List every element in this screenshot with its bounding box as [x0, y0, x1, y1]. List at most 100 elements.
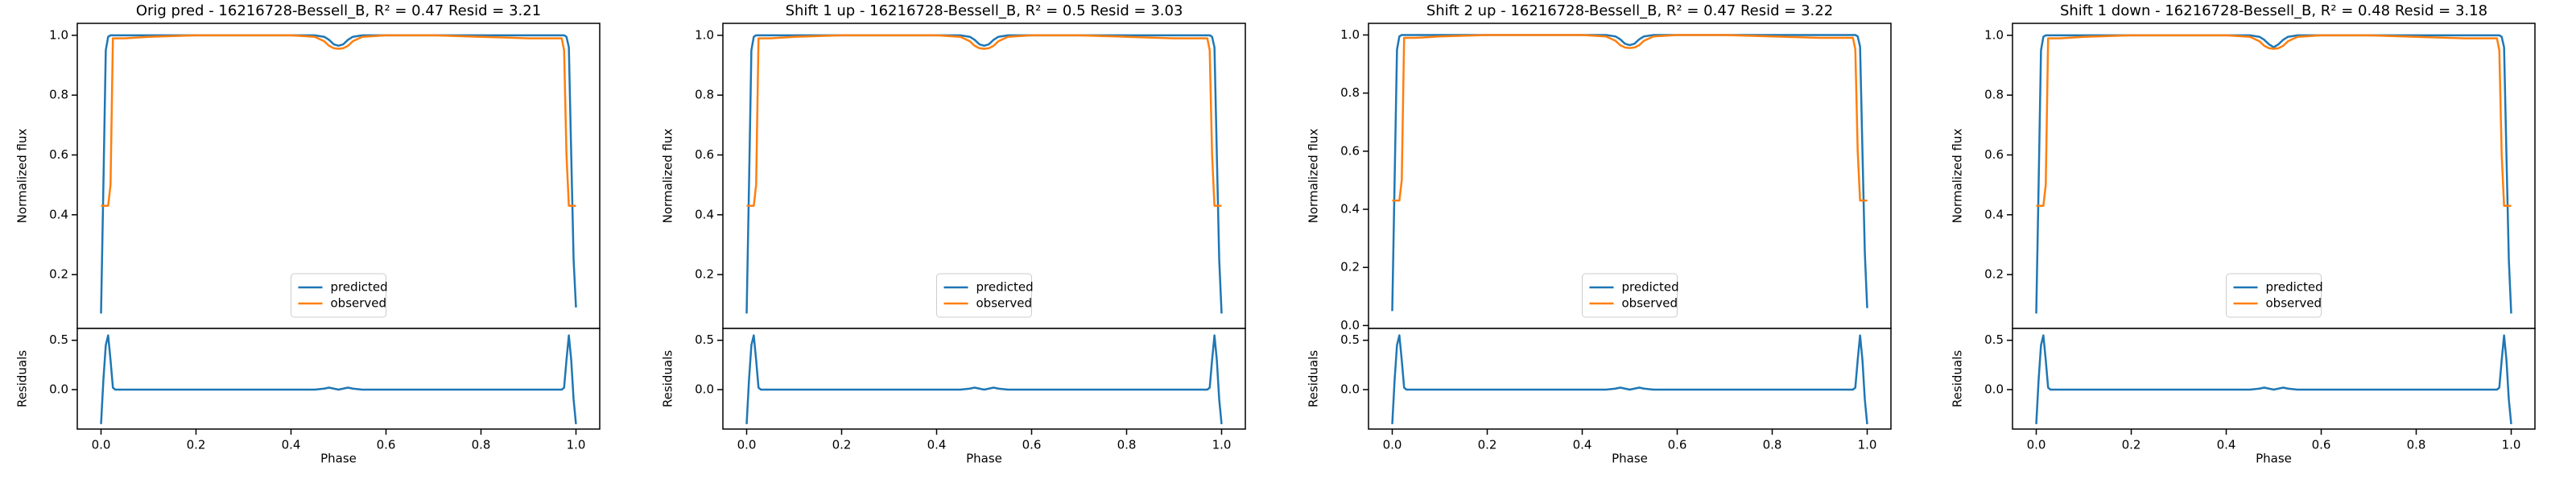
y-tick-label: 0.4	[1984, 207, 2004, 221]
x-tick-label: 1.0	[1212, 438, 1232, 452]
y-tick-label: 0.4	[49, 207, 68, 221]
x-tick-label: 0.6	[1668, 438, 1687, 452]
data-line	[1392, 34, 1868, 202]
x-axis-label: Phase	[966, 452, 1002, 466]
x-tick-label: 0.0	[2027, 438, 2046, 452]
chart-title: Orig pred - 16216728-Bessell_B, R² = 0.4…	[136, 2, 541, 19]
y-axis-label: Residuals	[1307, 350, 1321, 407]
y-tick-label: 0.5	[1340, 332, 1360, 347]
legend-label: predicted	[1622, 280, 1679, 295]
y-tick-label: 0.0	[1340, 382, 1360, 396]
x-tick-label: 1.0	[2502, 438, 2521, 452]
y-tick-label: 1.0	[695, 27, 714, 42]
legend-label: observed	[331, 296, 387, 311]
x-tick-label: 0.8	[1763, 438, 1782, 452]
data-line	[2035, 334, 2512, 424]
axes-frame	[2012, 328, 2536, 430]
y-tick-label: 0.2	[1984, 267, 2004, 282]
y-tick-label: 0.2	[49, 267, 68, 282]
y-tick-label: 0.8	[49, 88, 68, 102]
y-tick-label: 0.5	[49, 332, 68, 347]
y-tick-label: 0.6	[49, 147, 68, 162]
y-tick-label: 0.8	[1340, 85, 1360, 100]
y-tick-label: 1.0	[49, 27, 68, 42]
y-tick-label: 0.5	[1984, 332, 2004, 347]
axes-frame	[722, 328, 1246, 430]
data-line	[1391, 34, 1868, 312]
data-line	[746, 34, 1222, 207]
x-tick-label: 0.4	[282, 438, 301, 452]
axes-frame	[1368, 328, 1892, 430]
y-tick-label: 0.0	[1984, 382, 2004, 396]
x-tick-label: 0.8	[1117, 438, 1137, 452]
y-tick-label: 0.8	[1984, 88, 2004, 102]
y-axis-label: Normalized flux	[661, 129, 675, 224]
y-tick-label: 1.0	[1340, 27, 1360, 42]
x-tick-label: 1.0	[1858, 438, 1877, 452]
data-line	[2035, 34, 2512, 314]
x-tick-label: 0.0	[92, 438, 111, 452]
data-line	[745, 34, 1223, 314]
y-tick-label: 0.0	[695, 382, 714, 396]
y-tick-label: 0.2	[1340, 260, 1360, 275]
x-tick-label: 0.0	[1383, 438, 1402, 452]
axes-background	[77, 328, 600, 429]
legend-box	[2226, 273, 2322, 318]
x-axis-label: Phase	[1612, 452, 1648, 466]
axes-background	[2013, 328, 2535, 429]
legend-label: observed	[1622, 296, 1678, 311]
legend-label: observed	[2266, 296, 2322, 311]
y-tick-label: 0.0	[49, 382, 68, 396]
legend-box	[1582, 273, 1678, 318]
x-tick-label: 0.6	[1022, 438, 1042, 452]
axes-background	[723, 328, 1245, 429]
y-tick-label: 0.6	[695, 147, 714, 162]
axes-frame	[76, 328, 601, 430]
legend-box	[936, 273, 1032, 318]
chart-title: Shift 2 up - 16216728-Bessell_B, R² = 0.…	[1426, 2, 1833, 19]
axes-background	[1368, 328, 1891, 429]
y-axis-label: Residuals	[661, 350, 675, 407]
legend-label: predicted	[331, 280, 388, 295]
x-tick-label: 0.0	[737, 438, 757, 452]
x-tick-label: 0.4	[2217, 438, 2236, 452]
legend-label: observed	[976, 296, 1033, 311]
data-line	[1391, 334, 1868, 424]
x-tick-label: 0.2	[2122, 438, 2141, 452]
y-tick-label: 0.0	[1340, 318, 1360, 332]
x-axis-label: Phase	[2256, 452, 2292, 466]
chart-title: Shift 1 up - 16216728-Bessell_B, R² = 0.…	[786, 2, 1183, 19]
y-tick-label: 0.4	[695, 207, 714, 221]
y-tick-label: 1.0	[1984, 27, 2004, 42]
data-line	[2036, 34, 2512, 207]
x-tick-label: 0.4	[1573, 438, 1592, 452]
y-tick-label: 0.6	[1984, 147, 2004, 162]
x-tick-label: 0.8	[472, 438, 491, 452]
y-tick-label: 0.5	[695, 332, 714, 347]
y-tick-label: 0.2	[695, 267, 714, 282]
data-line	[101, 34, 576, 207]
legend-box	[291, 273, 386, 318]
y-tick-label: 0.4	[1340, 202, 1360, 217]
data-line	[100, 334, 577, 424]
legend-label: predicted	[976, 280, 1034, 295]
x-tick-label: 0.8	[2407, 438, 2426, 452]
y-axis-label: Normalized flux	[1951, 129, 1965, 224]
y-axis-label: Residuals	[1951, 350, 1965, 407]
y-tick-label: 0.8	[695, 88, 714, 102]
x-tick-label: 0.2	[832, 438, 852, 452]
y-tick-label: 0.6	[1340, 143, 1360, 158]
x-tick-label: 0.6	[2312, 438, 2331, 452]
x-tick-label: 0.2	[1478, 438, 1497, 452]
data-line	[100, 34, 577, 314]
y-axis-label: Residuals	[15, 350, 30, 407]
legend-label: predicted	[2266, 280, 2323, 295]
chart-title: Shift 1 down - 16216728-Bessell_B, R² = …	[2060, 2, 2487, 19]
y-axis-label: Normalized flux	[1307, 129, 1321, 224]
x-tick-label: 0.4	[927, 438, 947, 452]
data-line	[745, 334, 1223, 424]
y-axis-label: Normalized flux	[15, 129, 30, 224]
x-tick-label: 0.6	[377, 438, 396, 452]
